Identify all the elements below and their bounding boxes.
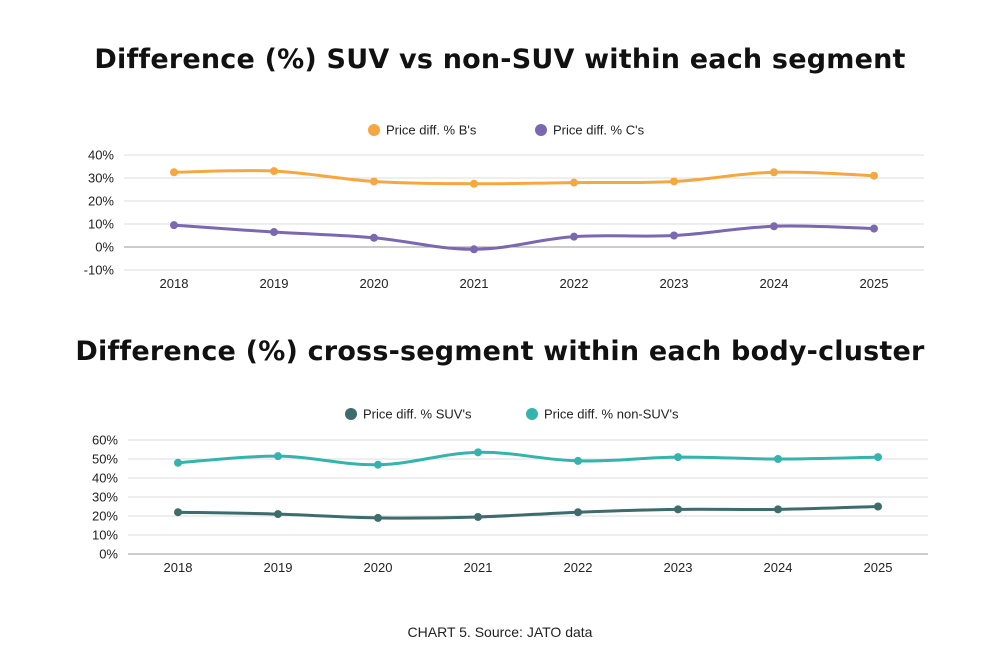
y-tick-label: 20%: [88, 194, 114, 209]
data-point: [374, 460, 382, 469]
x-tick-label: 2020: [360, 276, 389, 291]
data-point: [674, 505, 682, 514]
y-tick-label: 40%: [92, 471, 118, 486]
x-tick-label: 2021: [460, 276, 489, 291]
data-point: [474, 448, 482, 457]
legend-label: Price diff. % C's: [553, 123, 645, 138]
data-point: [774, 455, 782, 463]
series-line: [177, 450, 879, 467]
data-point: [574, 508, 582, 517]
data-point: [470, 245, 478, 254]
data-point: [870, 224, 878, 233]
data-point: [874, 453, 882, 462]
x-tick-label: 2019: [260, 276, 289, 291]
y-tick-label: 10%: [92, 528, 118, 543]
x-tick-label: 2023: [660, 276, 689, 291]
x-tick-label: 2019: [264, 560, 293, 575]
data-point: [670, 231, 678, 240]
data-point: [774, 505, 782, 514]
data-point: [570, 178, 578, 187]
data-point: [270, 228, 278, 237]
series-line: [173, 223, 875, 251]
x-tick-label: 2021: [464, 560, 493, 575]
data-point: [474, 512, 482, 521]
data-point: [374, 513, 382, 522]
data-point: [674, 453, 682, 462]
data-point: [270, 167, 278, 176]
data-point: [870, 171, 878, 180]
y-tick-label: 50%: [92, 452, 118, 467]
x-tick-label: 2020: [364, 560, 393, 575]
data-point: [770, 222, 778, 231]
legend-marker: [526, 408, 538, 420]
y-tick-label: -10%: [84, 263, 115, 278]
chart-title: Difference (%) SUV vs non-SUV within eac…: [94, 44, 906, 75]
x-tick-label: 2025: [860, 276, 889, 291]
data-point: [770, 168, 778, 177]
chart-suv-vs-non-suv: Price diff. % B's Price diff. % C's -10% 0%…: [84, 123, 924, 291]
legend-label: Price diff. % B's: [386, 123, 477, 138]
data-point: [574, 456, 582, 465]
y-tick-label: 40%: [88, 148, 114, 163]
data-point: [670, 177, 678, 186]
y-tick-label: 20%: [92, 509, 118, 524]
y-tick-label: 30%: [88, 171, 114, 186]
series-line: [173, 169, 875, 186]
series-line: [177, 505, 879, 520]
x-tick-label: 2018: [160, 276, 189, 291]
chart-caption: CHART 5. Source: JATO data: [407, 624, 593, 640]
data-point: [370, 177, 378, 186]
x-tick-label: 2022: [560, 276, 589, 291]
legend-marker: [535, 124, 547, 136]
legend-marker: [368, 124, 380, 136]
legend-label: Price diff. % non-SUV's: [544, 407, 679, 422]
x-tick-label: 2024: [764, 560, 793, 575]
legend-label: Price diff. % SUV's: [363, 407, 472, 422]
y-tick-label: 30%: [92, 490, 118, 505]
chart-cross-segment: Price diff. % SUV's Price diff. % non-SUV…: [92, 407, 928, 575]
x-tick-label: 2024: [760, 276, 789, 291]
x-tick-label: 2018: [164, 560, 193, 575]
y-tick-label: 10%: [88, 217, 114, 232]
data-point: [274, 452, 282, 461]
x-tick-label: 2022: [564, 560, 593, 575]
data-point: [174, 508, 182, 517]
x-tick-label: 2023: [664, 560, 693, 575]
legend-marker: [345, 408, 357, 420]
x-tick-label: 2025: [864, 560, 893, 575]
data-point: [174, 458, 182, 467]
y-tick-label: 0%: [99, 547, 118, 562]
y-tick-label: 0%: [95, 240, 114, 255]
data-point: [874, 502, 882, 511]
data-point: [170, 221, 178, 230]
y-tick-label: 60%: [92, 433, 118, 448]
data-point: [570, 232, 578, 241]
data-point: [370, 233, 378, 242]
data-point: [470, 179, 478, 188]
data-point: [274, 510, 282, 519]
chart-title: Difference (%) cross-segment within each…: [75, 336, 925, 367]
data-point: [170, 168, 178, 177]
